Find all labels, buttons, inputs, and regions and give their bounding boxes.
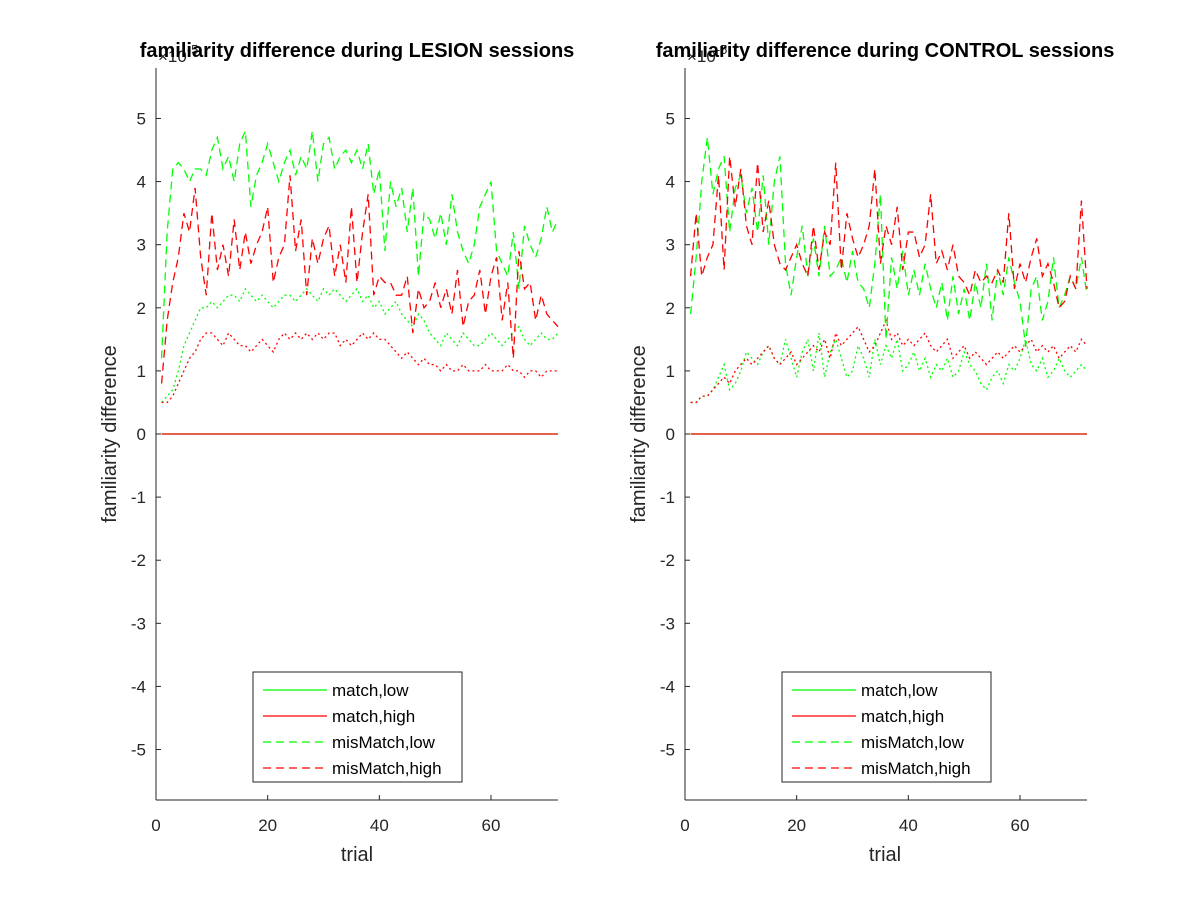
lesion-y-exponent: ×10-5 <box>158 42 198 66</box>
control-y-tick-label: -2 <box>660 551 675 570</box>
control-title: familiarity difference during CONTROL se… <box>656 40 1115 62</box>
control-y-tick-label: -5 <box>660 741 675 760</box>
control-legend-label-match-high: match,high <box>861 707 944 726</box>
lesion-series-layer <box>160 130 559 435</box>
lesion-y-tick-label: 1 <box>137 362 146 381</box>
control-y-exponent: ×10-5 <box>687 42 727 66</box>
lesion-y-tick-label: -5 <box>131 741 146 760</box>
lesion-plot: -5 -4 -3 -2 -1 0 1 2 3 4 5 0 20 40 60 ×10-5 familiarit… <box>99 40 574 866</box>
lesion-legend-label-mismatch-high: misMatch,high <box>332 759 442 778</box>
lesion-series-mismatch-low <box>160 130 559 359</box>
control-y-tick-label: 3 <box>666 236 675 255</box>
control-x-tick-label: 60 <box>1011 816 1030 835</box>
lesion-y-tick-label: 0 <box>137 425 146 444</box>
control-plot: -5 -4 -3 -2 -1 0 1 2 3 4 5 0 20 40 60 ×10-5 familiarit… <box>628 40 1114 866</box>
lesion-legend-label-match-low: match,low <box>332 681 409 700</box>
control-series-mismatch-low-dotted <box>690 332 1088 404</box>
control-y-tick-label: -4 <box>660 677 675 696</box>
control-series-mismatch-high-dotted <box>690 318 1088 404</box>
control-legend: match,low match,high misMatch,low misMat… <box>781 671 992 783</box>
control-series-mismatch-low <box>689 137 1088 346</box>
lesion-legend: match,low match,high misMatch,low misMat… <box>252 671 463 783</box>
control-y-tick-label: 4 <box>666 173 675 192</box>
lesion-legend-label-mismatch-low: misMatch,low <box>332 733 436 752</box>
lesion-ticks-layer: -5 -4 -3 -2 -1 0 1 2 3 4 5 0 20 40 60 <box>131 109 501 835</box>
control-x-tick-label: 40 <box>899 816 918 835</box>
control-y-tick-label: 0 <box>666 425 675 444</box>
lesion-y-label: familiarity difference <box>99 345 121 522</box>
lesion-x-tick-label: 0 <box>151 816 160 835</box>
lesion-y-tick-label: -3 <box>131 614 146 633</box>
lesion-y-tick-label: 5 <box>137 109 146 128</box>
control-x-tick-label: 20 <box>787 816 806 835</box>
lesion-legend-label-match-high: match,high <box>332 707 415 726</box>
control-ticks-layer: -5 -4 -3 -2 -1 0 1 2 3 4 5 0 20 40 60 <box>660 109 1030 835</box>
lesion-series-mismatch-low-dotted <box>161 287 559 403</box>
lesion-x-tick-label: 20 <box>258 816 277 835</box>
control-y-tick-label: -1 <box>660 488 675 507</box>
lesion-x-tick-label: 40 <box>370 816 389 835</box>
lesion-series-mismatch-high <box>160 175 559 384</box>
control-x-label: trial <box>869 844 901 866</box>
lesion-x-label: trial <box>341 844 373 866</box>
lesion-y-tick-label: 3 <box>137 236 146 255</box>
lesion-y-tick-label: -4 <box>131 677 146 696</box>
lesion-series-mismatch-high-dotted <box>161 331 558 404</box>
lesion-y-tick-label: 4 <box>137 173 146 192</box>
control-y-tick-label: 1 <box>666 362 675 381</box>
control-legend-label-match-low: match,low <box>861 681 938 700</box>
control-y-label: familiarity difference <box>628 345 650 522</box>
control-x-tick-label: 0 <box>680 816 689 835</box>
lesion-title: familiarity difference during LESION ses… <box>140 40 575 62</box>
control-legend-label-mismatch-high: misMatch,high <box>861 759 971 778</box>
lesion-x-tick-label: 60 <box>482 816 501 835</box>
control-y-tick-label: 5 <box>666 109 675 128</box>
control-y-tick-label: 2 <box>666 299 675 318</box>
control-legend-label-mismatch-low: misMatch,low <box>861 733 965 752</box>
lesion-y-tick-label: -2 <box>131 551 146 570</box>
control-y-tick-label: -3 <box>660 614 675 633</box>
control-series-layer <box>689 137 1088 435</box>
lesion-y-tick-label: -1 <box>131 488 146 507</box>
lesion-y-tick-label: 2 <box>137 299 146 318</box>
